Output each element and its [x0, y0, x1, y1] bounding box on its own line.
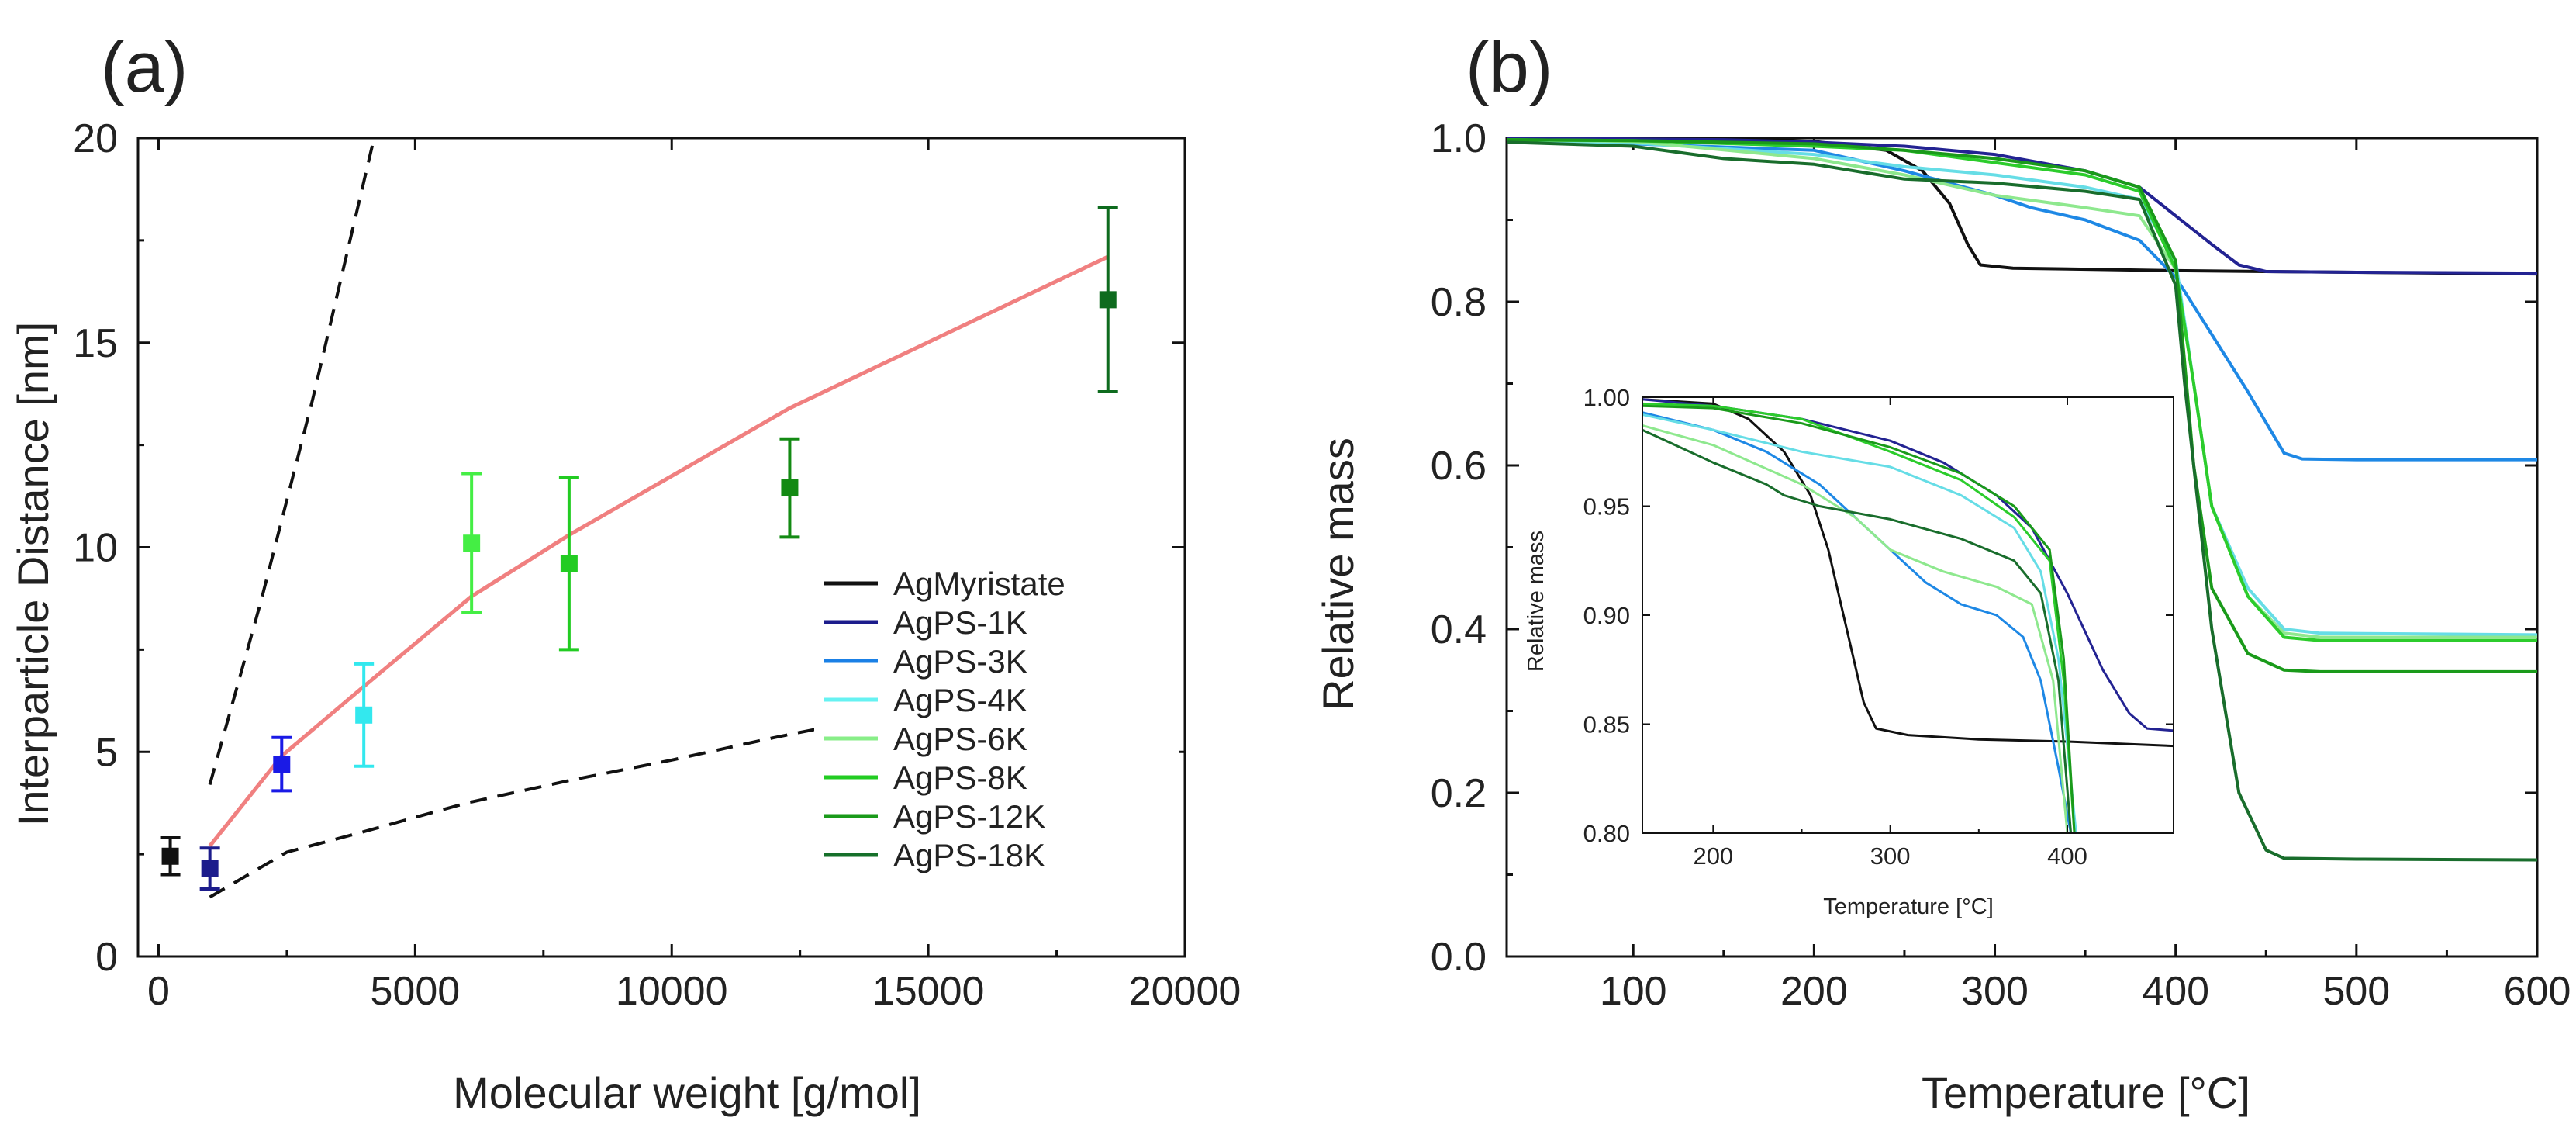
data-point-AgPS-18K — [1097, 206, 1118, 394]
inset-curve-AgMyristate — [1642, 398, 2174, 748]
legend-label-AgPS-1K: AgPS-1K — [893, 604, 1027, 641]
panel-a-label: (a) — [101, 28, 188, 107]
panel-a-legend: AgMyristateAgPS-1KAgPS-3KAgPS-4KAgPS-6KA… — [814, 557, 1179, 873]
inset-curve-AgPS-4K — [1642, 413, 2077, 833]
data-marker — [355, 706, 373, 724]
panel-a-y-axis-label: Interparticle Distance [nm] — [9, 322, 57, 826]
panel-a-y-tick-label: 5 — [95, 730, 118, 775]
panel-b-y-tick-label: 0.6 — [1431, 444, 1487, 489]
inset-curve-AgPS-3K — [1642, 411, 2073, 833]
panel-b-x-tick-label: 200 — [1780, 969, 1848, 1014]
data-marker — [781, 479, 799, 497]
panel-a-y-tick-label: 20 — [73, 116, 118, 161]
panel-b-x-tick-label: 600 — [2504, 969, 2571, 1014]
panel-b-x-axis-label: Temperature [°C] — [1922, 1068, 2250, 1117]
panel-a-x-tick-label: 0 — [147, 969, 170, 1014]
panel-b-y-tick-label: 1.0 — [1431, 116, 1487, 161]
tga-curve-AgPS-8K — [1506, 138, 2537, 642]
data-point-AgPS-4K — [354, 662, 375, 768]
legend-label-AgPS-18K: AgPS-18K — [893, 837, 1045, 873]
panel-b-y-tick-label: 0.8 — [1431, 280, 1487, 325]
data-marker — [560, 555, 578, 572]
panel-a-y-tick-label: 0 — [95, 935, 118, 980]
legend-label-AgPS-4K: AgPS-4K — [893, 682, 1027, 718]
data-point-AgPS-12K — [779, 437, 800, 539]
inset-y-tick-label: 0.95 — [1583, 493, 1630, 521]
panel-a-x-tick-label: 20000 — [1129, 969, 1241, 1014]
upper-bound-dashed-line — [208, 137, 376, 786]
data-point-AgPS-6K — [461, 472, 482, 614]
legend-label-AgPS-12K: AgPS-12K — [893, 798, 1045, 835]
data-marker — [1099, 291, 1117, 309]
panel-b-x-tick-label: 500 — [2322, 969, 2390, 1014]
data-point-AgPS-8K — [558, 476, 579, 652]
legend-label-AgPS-3K: AgPS-3K — [893, 643, 1027, 680]
inset-y-tick-label: 0.85 — [1583, 711, 1630, 738]
panel-a-y-tick-label: 10 — [73, 526, 118, 571]
panel-b-y-tick-label: 0.4 — [1431, 607, 1487, 652]
panel-b-y-tick-label: 0.2 — [1431, 771, 1487, 816]
legend-label-AgMyristate: AgMyristate — [893, 566, 1065, 602]
inset-curves — [1642, 398, 2174, 833]
data-marker — [161, 847, 179, 865]
inset-x-tick-label: 400 — [2047, 842, 2087, 870]
legend-background — [814, 557, 1179, 873]
panel-b-y-tick-label: 0.0 — [1431, 935, 1487, 980]
panel-b-plot: 100 200 300 400 500 600 0.0 0.2 0.4 0.6 0.8 1.0 — [1431, 116, 2571, 1014]
legend-label-AgPS-8K: AgPS-8K — [893, 759, 1027, 796]
inset-curve-AgPS-6K — [1642, 424, 2069, 833]
panel-b-x-tick-label: 300 — [1961, 969, 2029, 1014]
inset-x-tick-label: 200 — [1693, 842, 1733, 870]
data-point-AgPS-3K — [271, 735, 292, 793]
data-point-AgPS-1K — [199, 846, 220, 891]
inset-y-tick-label: 1.00 — [1583, 384, 1630, 411]
panel-a-x-tick-label: 15000 — [872, 969, 985, 1014]
panel-b-label: (b) — [1466, 28, 1552, 107]
inset-plot: 200 300 400 0.80 0.85 0.90 0.95 1.00 — [1583, 384, 2174, 870]
data-point-AgMyristate — [160, 836, 181, 877]
data-marker — [201, 860, 219, 877]
inset-curve-AgPS-8K — [1642, 402, 2076, 833]
panel-a-x-tick-label: 5000 — [371, 969, 461, 1014]
inset-y-tick-label: 0.90 — [1583, 602, 1630, 629]
panel-a-y-tick-label: 15 — [73, 321, 118, 366]
legend-label-AgPS-6K: AgPS-6K — [893, 721, 1027, 757]
data-marker — [463, 534, 481, 552]
inset-x-tick-label: 300 — [1870, 842, 1911, 870]
tga-curve-AgPS-12K — [1506, 138, 2537, 673]
panel-a-plot: 0 5000 10000 15000 2000005101520AgMyristateA… — [73, 116, 1241, 1014]
inset-x-axis-label: Temperature [°C] — [1823, 894, 1994, 919]
inset-y-tick-label: 0.80 — [1583, 820, 1630, 847]
inset-background — [1642, 397, 2174, 833]
panel-b-x-tick-label: 100 — [1600, 969, 1667, 1014]
panel-b-y-axis-label: Relative mass — [1314, 438, 1362, 711]
lower-bound-dashed-line — [209, 728, 816, 899]
data-marker — [273, 756, 291, 773]
inset-curve-AgPS-12K — [1642, 404, 2076, 833]
panel-a-x-axis-label: Molecular weight [g/mol] — [453, 1068, 921, 1117]
panel-b-x-tick-label: 400 — [2142, 969, 2209, 1014]
tga-curve-AgPS-18K — [1506, 140, 2538, 862]
inset-y-axis-label: Relative mass — [1524, 531, 1549, 672]
inset-curve-AgPS-18K — [1642, 428, 2073, 833]
panel-a-x-tick-label: 10000 — [616, 969, 728, 1014]
